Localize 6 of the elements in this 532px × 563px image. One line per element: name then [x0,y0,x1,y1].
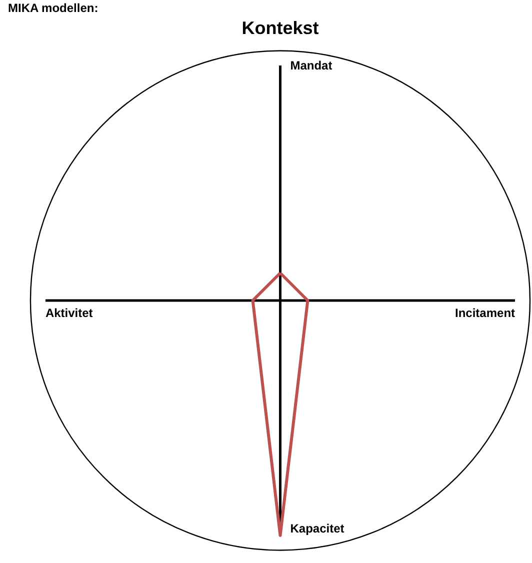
spoke-label: Incitament [455,306,516,320]
chart-subtitle: MIKA modellen: [8,1,98,15]
spoke-label: Mandat [290,58,332,72]
chart-title: Kontekst [242,18,319,38]
spoke-label: Kapacitet [290,522,344,536]
spoke-label: Aktivitet [45,306,93,320]
